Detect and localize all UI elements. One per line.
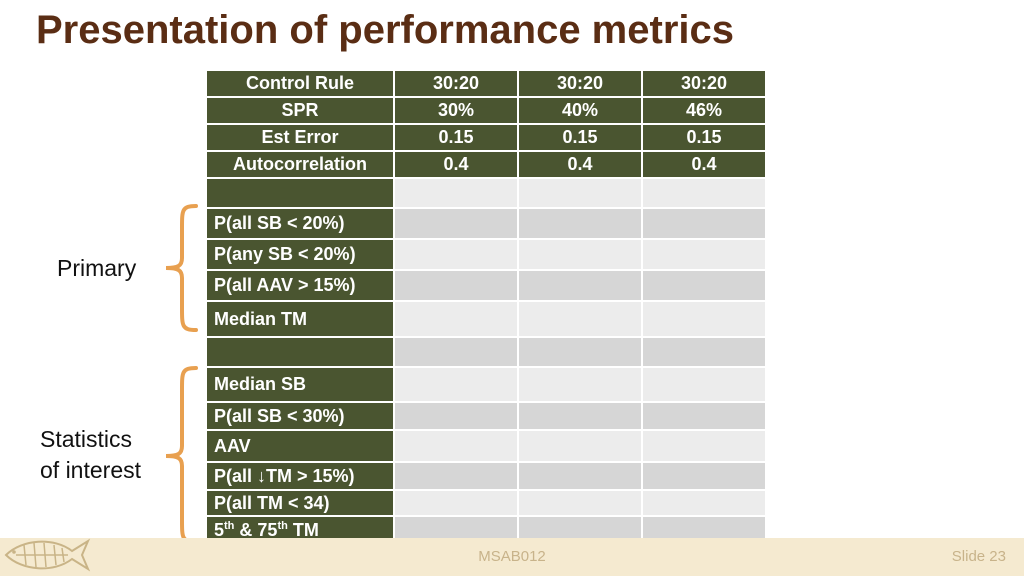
table-cell <box>393 177 519 209</box>
primary-group-label: Primary <box>57 255 137 281</box>
table-cell <box>517 336 643 368</box>
table-cell <box>393 336 519 368</box>
metric-label: P(any SB < 20%) <box>205 238 395 271</box>
metric-label: Median SB <box>205 366 395 403</box>
interest-group-label-line2: of interest <box>40 457 141 483</box>
metric-label-blank <box>205 336 395 368</box>
table-cell: 30:20 <box>641 69 767 98</box>
table-cell <box>393 489 519 517</box>
label-superscript: th <box>224 519 235 532</box>
table-row: P(any SB < 20%) <box>205 238 767 271</box>
table-cell: 0.15 <box>641 123 767 152</box>
table-cell <box>517 269 643 302</box>
row-header-spr: SPR <box>205 96 395 125</box>
table-cell: 30:20 <box>393 69 519 98</box>
metric-label: P(all SB < 30%) <box>205 401 395 431</box>
table-row <box>205 336 767 368</box>
table-cell: 0.15 <box>393 123 519 152</box>
table-cell: 0.4 <box>641 150 767 179</box>
table-row: P(all TM < 34) <box>205 489 767 517</box>
table-row <box>205 177 767 209</box>
table-row: Autocorrelation 0.4 0.4 0.4 <box>205 150 767 179</box>
slide-footer <box>0 538 1024 576</box>
table-row: Control Rule 30:20 30:20 30:20 <box>205 69 767 98</box>
primary-bracket-icon <box>165 204 198 332</box>
table-cell <box>641 269 767 302</box>
table-cell <box>641 207 767 240</box>
table-cell <box>393 300 519 338</box>
metric-label: P(all TM < 34) <box>205 489 395 517</box>
table-cell <box>641 429 767 463</box>
table-row: Median TM <box>205 300 767 338</box>
table-cell <box>517 300 643 338</box>
fish-logo-icon <box>4 538 91 572</box>
table-row: Median SB <box>205 366 767 403</box>
label-part: & 75 <box>234 519 278 540</box>
table-cell <box>641 238 767 271</box>
table-cell: 0.4 <box>393 150 519 179</box>
table-cell <box>517 366 643 403</box>
metric-label-blank <box>205 177 395 209</box>
table-cell <box>517 461 643 491</box>
table-cell <box>641 366 767 403</box>
metric-label: P(all AAV > 15%) <box>205 269 395 302</box>
table-cell <box>393 238 519 271</box>
table-cell <box>393 269 519 302</box>
footer-center-text: MSAB012 <box>478 548 546 565</box>
table-cell <box>517 207 643 240</box>
slide-number: Slide 23 <box>951 548 1006 565</box>
table-cell <box>517 489 643 517</box>
metric-label: P(all SB < 20%) <box>205 207 395 240</box>
table-cell <box>517 238 643 271</box>
table-cell <box>641 461 767 491</box>
table-cell <box>641 401 767 431</box>
table-cell <box>393 429 519 463</box>
label-part: TM <box>287 519 319 540</box>
table-row: SPR 30% 40% 46% <box>205 96 767 125</box>
table-cell <box>641 336 767 368</box>
label-superscript: th <box>277 519 288 532</box>
metric-label: Median TM <box>205 300 395 338</box>
table-cell: 46% <box>641 96 767 125</box>
table-row: P(all ↓TM > 15%) <box>205 461 767 491</box>
table-cell <box>517 401 643 431</box>
table-cell <box>393 207 519 240</box>
table-row: P(all SB < 30%) <box>205 401 767 431</box>
table-cell: 40% <box>517 96 643 125</box>
table-cell: 30:20 <box>517 69 643 98</box>
table-cell: 30% <box>393 96 519 125</box>
table-cell <box>517 429 643 463</box>
table-cell <box>641 300 767 338</box>
table-row: P(all SB < 20%) <box>205 207 767 240</box>
slide-title: Presentation of performance metrics <box>36 8 734 52</box>
table-cell: 0.15 <box>517 123 643 152</box>
label-part: 5 <box>214 519 225 540</box>
metric-label: P(all ↓TM > 15%) <box>205 461 395 491</box>
row-header-control-rule: Control Rule <box>205 69 395 98</box>
metric-label: AAV <box>205 429 395 463</box>
table-cell <box>641 177 767 209</box>
table-cell <box>393 366 519 403</box>
table-cell: 0.4 <box>517 150 643 179</box>
interest-bracket-icon <box>165 366 198 544</box>
row-header-est-error: Est Error <box>205 123 395 152</box>
metrics-table: Control Rule 30:20 30:20 30:20 SPR 30% 4… <box>205 69 767 545</box>
table-cell <box>641 489 767 517</box>
interest-group-label-line1: Statistics <box>40 426 133 452</box>
table-row: P(all AAV > 15%) <box>205 269 767 302</box>
table-cell <box>393 401 519 431</box>
table-cell <box>517 177 643 209</box>
table-row: Est Error 0.15 0.15 0.15 <box>205 123 767 152</box>
table-row: AAV <box>205 429 767 463</box>
table-cell <box>393 461 519 491</box>
row-header-autocorrelation: Autocorrelation <box>205 150 395 179</box>
